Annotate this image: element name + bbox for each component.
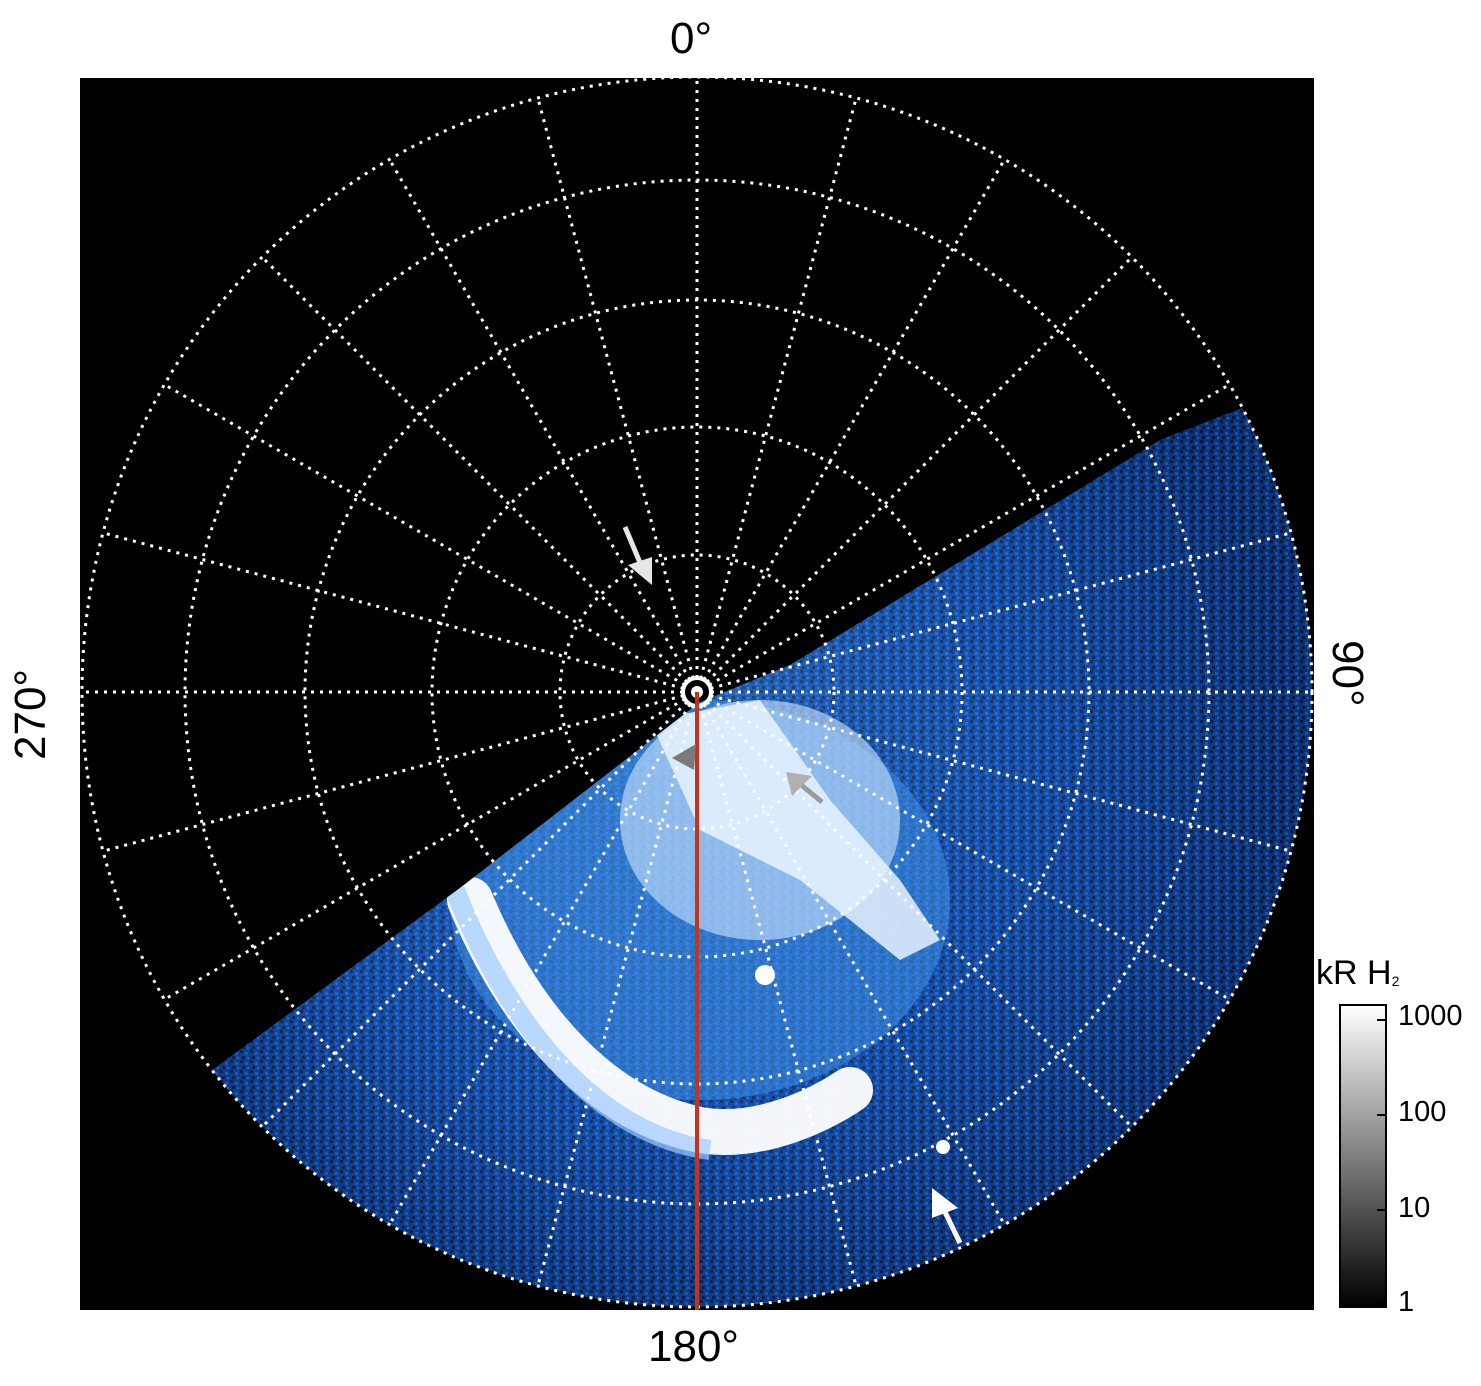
longitude-line [163,383,686,687]
longitude-line [710,531,1292,690]
longitude-line [163,697,686,1001]
label-90-degrees: 90° [1323,640,1372,707]
longitude-line [388,703,692,1226]
colorbar-tick-label: 1 [1398,1286,1415,1318]
main-auroral-oval [447,877,873,1155]
arrow-marker [786,772,824,804]
colorbar-tick-label: 10 [1398,1192,1431,1224]
longitude-line [702,703,1006,1226]
arrow-marker [672,744,696,770]
longitude-line [536,97,695,679]
label-180-degrees: 180° [648,1322,740,1371]
colorbar-tick-label: 100 [1398,1096,1447,1128]
colorbar-ticks [1377,1019,1386,1304]
longitude-grid [82,78,1312,1307]
polar-emission [650,700,940,960]
longitude-line [708,383,1231,687]
longitude-line [388,158,692,681]
longitude-line [705,256,1133,684]
longitude-line [699,97,858,679]
longitude-line [708,697,1231,1001]
label-270-degrees: 270° [6,668,55,760]
longitude-line [102,531,684,690]
longitude-line [261,256,689,684]
colorbar-title: kR H2 [1316,954,1400,992]
label-0-degrees: 0° [670,14,713,63]
longitude-line [702,158,1006,681]
colorbar [1339,1004,1387,1308]
longitude-line [261,700,689,1128]
longitude-line [536,705,695,1287]
longitude-line [705,700,1133,1128]
longitude-line [710,694,1292,853]
auroral-spot [755,965,775,985]
arrow-marker [622,526,652,585]
arrow-marker [932,1188,963,1245]
longitude-line [102,694,684,853]
longitude-line [699,705,858,1287]
colorbar-tick-label: 1000 [1398,1000,1463,1032]
